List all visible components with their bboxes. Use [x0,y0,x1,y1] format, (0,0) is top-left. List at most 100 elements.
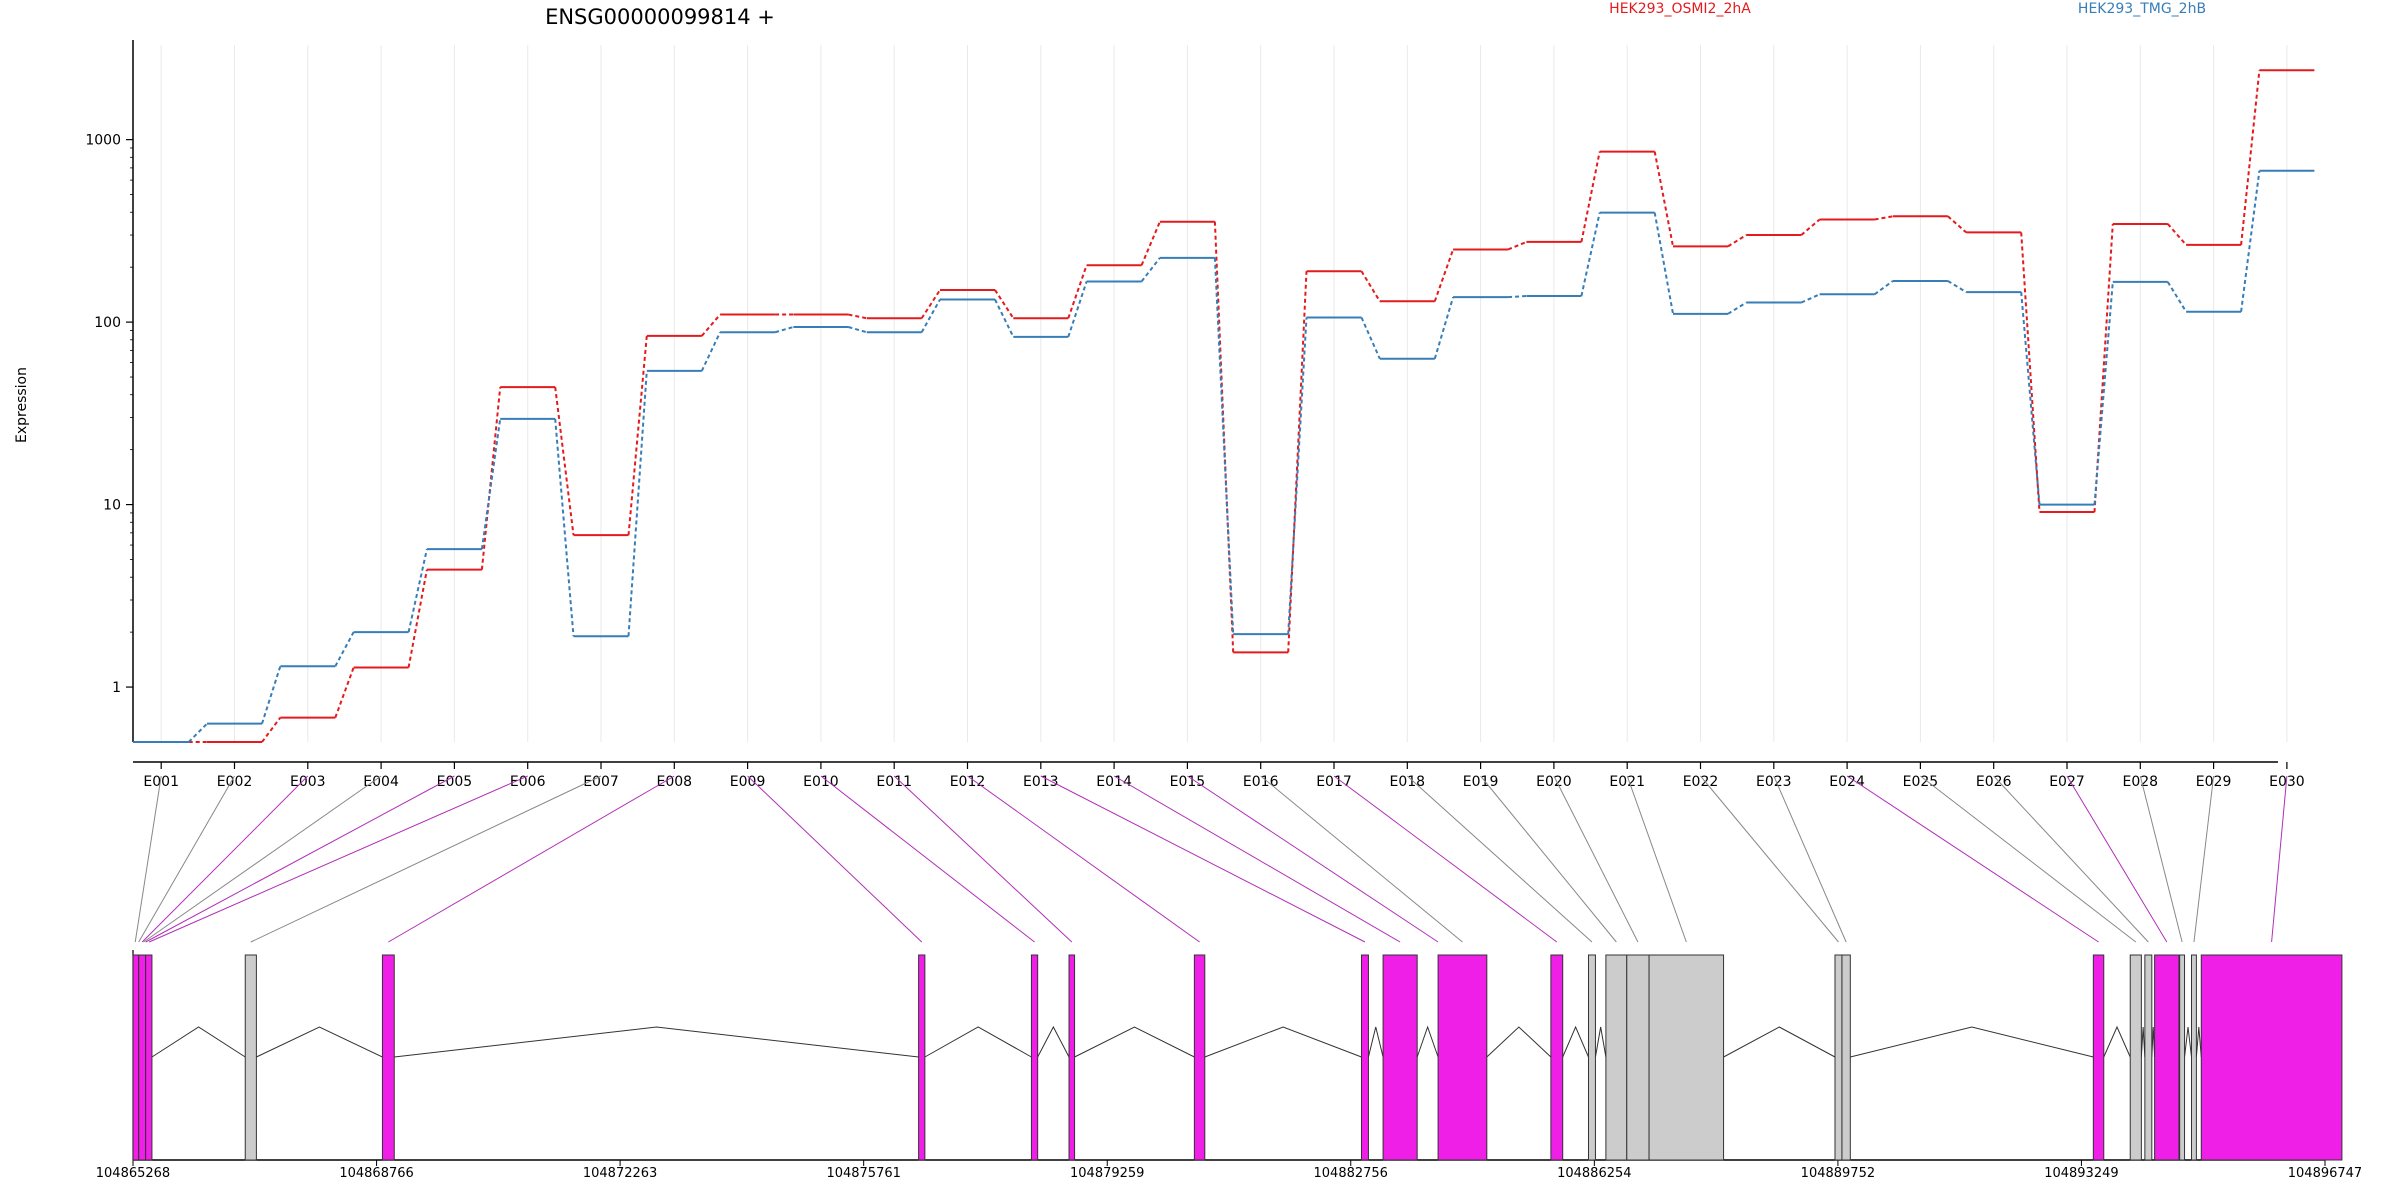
series-transition [1508,295,1527,299]
exon-block [1587,954,1596,1161]
series-transition [480,418,502,550]
exon-connector-line [2066,775,2168,943]
x-tick-label: E007 [583,774,619,790]
exon-connector-line [1553,775,1639,943]
legend-label-series-2: HEK293_TMG_2hB [2078,1,2206,17]
x-tick-label: E020 [1536,774,1572,790]
exon-block [2191,954,2197,1161]
x-tick-label: E013 [1023,774,1059,790]
series-lines [133,69,2315,743]
x-tick-label: E021 [1609,774,1645,790]
series-transition [2020,232,2041,513]
series-transition [700,331,722,372]
exon-connector-lines [134,775,2288,943]
intron-line [2195,1026,2202,1058]
intron-line [1416,1025,1439,1058]
x-tick-label: E012 [950,774,986,790]
exon-block [2179,954,2186,1161]
series-transition [1874,280,1894,296]
series-transition [1800,218,1821,236]
exon-connector-line [141,775,309,943]
exon-block [1626,954,1650,1161]
series-transition [554,387,575,536]
x-tick-label: E023 [1756,774,1792,790]
series-1 [133,69,2315,743]
exon-block [1193,954,1206,1161]
exon-connector-line [2139,775,2183,943]
exon-connector-line [1480,775,1617,943]
series-transition [1653,212,1674,315]
series-transition [1067,281,1088,338]
axes: 1 10 100 1000 E001 E002 E003 E004 E005 E006 E007 E0… [85,40,2305,790]
series-transition [2020,292,2041,505]
series-transition [920,299,941,333]
intron-line [256,1026,383,1058]
x-tick-label: E027 [2049,774,2085,790]
y-axis-label: Expression [14,367,30,443]
x-tick-label: E006 [510,774,546,790]
exon-block [1550,954,1564,1161]
exon-block [2144,954,2153,1161]
series-transition [848,326,867,334]
exon-connector-line [1773,775,1847,943]
series-transition [1947,280,1967,293]
exon-block [1605,954,1628,1161]
x-tick-label: E028 [2123,774,2159,790]
exon-connector-line [2193,775,2215,943]
series-transition [261,717,282,743]
intron-line [2103,1025,2131,1058]
x-tick-label: E029 [2196,774,2232,790]
x-tick-label: E015 [1170,774,1206,790]
intron-line [924,1026,1032,1058]
exon-connector-line [1260,775,1463,943]
exon-connector-line [145,775,455,943]
exon-connector-line [1700,775,1839,943]
genomic-tick-label: 104889752 [1801,1166,1875,1181]
intron-line [1562,1025,1589,1058]
genomic-tick-label: 104872263 [583,1166,657,1181]
exon-connector-line [1187,775,1439,943]
series-transition [187,722,208,743]
exon-block [1068,954,1076,1161]
series-transition [1140,257,1161,283]
exon-block [2154,954,2180,1161]
series-transition [1800,293,1821,304]
exon-block [2200,954,2343,1161]
genomic-tick-label: 104868766 [339,1166,413,1181]
x-tick-label: E018 [1390,774,1426,790]
exon-connector-line [148,775,528,943]
series-2 [133,169,2315,743]
series-transition [1947,215,1967,234]
genomic-tick-label: 104865268 [96,1166,170,1181]
series-transition [848,313,867,320]
y-tick-label: 1 [112,680,121,696]
exon-block [2129,954,2142,1161]
exon-block [132,954,140,1161]
series-transition [1287,271,1308,653]
intron-line [394,1026,919,1058]
exon-block [1360,954,1369,1161]
x-tick-label: E017 [1316,774,1352,790]
chart-title: ENSG00000099814 + [545,5,775,29]
x-tick-label: E025 [1903,774,1939,790]
x-tick-label: E024 [1829,774,1865,790]
exon-block [1030,954,1039,1161]
y-tick-label: 100 [94,315,121,331]
intron-line [1204,1026,1362,1058]
intron-line [1723,1026,1836,1058]
exon-connector-line [388,775,675,943]
series-transition [1433,249,1455,302]
gene-model: 104865268 104868766 104872263 104875761 1048… [96,950,2362,1181]
legend-label-series-1: HEK293_OSMI2_2hA [1609,1,1751,17]
series-transition [334,631,355,667]
intron-line [1074,1026,1195,1058]
intron-line [151,1026,246,1058]
x-tick-label: E008 [657,774,693,790]
series-transition [407,548,428,633]
genomic-tick-label: 104882756 [1314,1166,1388,1181]
x-tick-label: E003 [290,774,326,790]
series-transition [774,326,794,334]
intron-line [1486,1026,1552,1058]
x-tick-label: E014 [1096,774,1132,790]
exon-connector-line [747,775,923,943]
